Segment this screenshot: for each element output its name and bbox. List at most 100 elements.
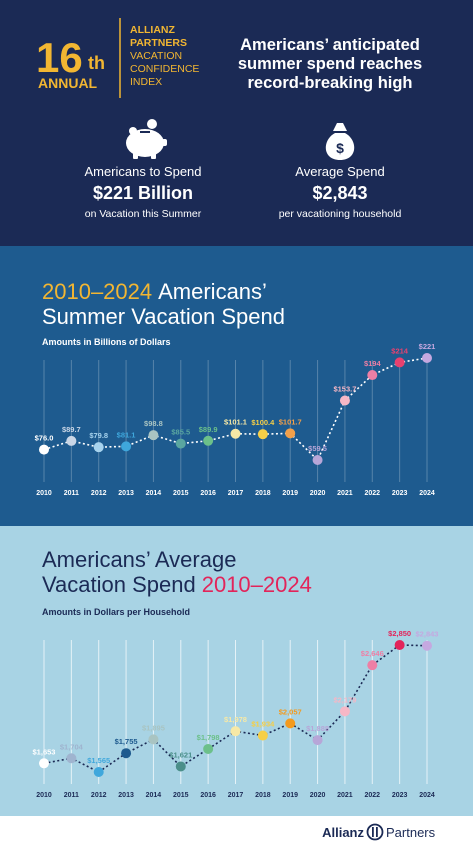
index-line: INDEX bbox=[130, 76, 162, 88]
point bbox=[66, 435, 77, 446]
annual-suffix: th bbox=[88, 53, 105, 73]
value-label: $1,978 bbox=[224, 715, 247, 724]
x-tick-label: 2010 bbox=[36, 792, 52, 799]
point bbox=[175, 438, 186, 449]
brand-line: ALLIANZ bbox=[130, 24, 175, 36]
stat-value: $221 Billion bbox=[93, 183, 193, 203]
x-tick-label: 2023 bbox=[392, 792, 408, 799]
x-tick-label: 2016 bbox=[200, 490, 216, 497]
point bbox=[339, 706, 350, 717]
value-label: $1,621 bbox=[169, 750, 192, 759]
footer-brand: Partners bbox=[386, 825, 436, 840]
x-tick-label: 2013 bbox=[118, 792, 134, 799]
chart1-bg bbox=[0, 246, 473, 526]
value-label: $81.1 bbox=[117, 430, 136, 439]
value-label: $98.8 bbox=[144, 419, 163, 428]
piggy-icon bbox=[126, 119, 167, 159]
x-tick-label: 2013 bbox=[118, 490, 134, 497]
x-tick-label: 2021 bbox=[337, 792, 353, 799]
money-bag-icon: $ bbox=[325, 123, 355, 160]
value-label: $101.1 bbox=[224, 418, 247, 427]
chart2-bg bbox=[0, 526, 473, 816]
x-tick-label: 2018 bbox=[255, 490, 271, 497]
point bbox=[93, 442, 104, 453]
value-label: $1,888 bbox=[306, 724, 329, 733]
point bbox=[93, 767, 104, 777]
value-label: $59.5 bbox=[308, 444, 327, 453]
annual-label: ANNUAL bbox=[38, 75, 98, 91]
x-tick-label: 2023 bbox=[392, 490, 408, 497]
x-tick-label: 2015 bbox=[173, 490, 189, 497]
value-label: $221 bbox=[419, 342, 436, 351]
svg-text:$: $ bbox=[336, 140, 344, 156]
point bbox=[394, 357, 405, 368]
value-label: $101.7 bbox=[279, 417, 302, 426]
chart-title: Summer Vacation Spend bbox=[42, 304, 285, 329]
x-tick-label: 2012 bbox=[91, 490, 107, 497]
value-label: $214 bbox=[391, 346, 409, 355]
point bbox=[339, 395, 350, 406]
x-tick-label: 2012 bbox=[91, 792, 107, 799]
value-label: $1,653 bbox=[33, 747, 56, 756]
x-tick-label: 2022 bbox=[364, 490, 380, 497]
stat-note: per vacationing household bbox=[279, 208, 402, 220]
point bbox=[39, 444, 49, 455]
headline: record-breaking high bbox=[247, 74, 412, 92]
point bbox=[230, 726, 241, 737]
index-line: CONFIDENCE bbox=[130, 63, 199, 75]
value-label: $2,850 bbox=[388, 629, 411, 638]
headline: Americans’ anticipated bbox=[240, 36, 420, 54]
point bbox=[312, 735, 323, 746]
point bbox=[230, 428, 241, 439]
stat-value: $2,843 bbox=[312, 183, 367, 203]
stat-note: on Vacation this Summer bbox=[85, 208, 202, 220]
point bbox=[148, 734, 159, 745]
value-label: $89.9 bbox=[199, 425, 218, 434]
point bbox=[39, 758, 49, 769]
x-tick-label: 2024 bbox=[419, 792, 435, 799]
point bbox=[203, 435, 214, 446]
x-tick-label: 2016 bbox=[200, 792, 216, 799]
chart-title: Americans’ Average bbox=[42, 547, 236, 572]
annual-number: 16 bbox=[36, 34, 83, 81]
x-tick-label: 2019 bbox=[282, 792, 298, 799]
value-label: $153.7 bbox=[333, 385, 356, 394]
point bbox=[367, 370, 378, 381]
x-tick-label: 2019 bbox=[282, 490, 298, 497]
value-label: $1,565 bbox=[87, 756, 110, 765]
x-tick-label: 2020 bbox=[310, 490, 326, 497]
footer-brand: Allianz bbox=[322, 825, 364, 840]
value-label: $89.7 bbox=[62, 425, 81, 434]
value-label: $100.4 bbox=[251, 418, 275, 427]
point bbox=[394, 640, 405, 650]
footer-bg bbox=[0, 816, 473, 850]
point bbox=[257, 730, 268, 741]
point bbox=[285, 718, 296, 729]
x-tick-label: 2022 bbox=[364, 792, 380, 799]
value-label: $1,704 bbox=[60, 742, 84, 751]
value-label: $76.0 bbox=[35, 434, 54, 443]
point bbox=[285, 428, 296, 439]
title-part: Vacation Spend bbox=[42, 572, 196, 597]
index-line: VACATION bbox=[130, 50, 182, 62]
chart-subtitle: Amounts in Billions of Dollars bbox=[42, 337, 171, 347]
point bbox=[121, 441, 132, 452]
chart-title: 2010–2024 Americans’ bbox=[42, 279, 267, 304]
value-label: $2,646 bbox=[361, 649, 384, 658]
stat-label: Average Spend bbox=[295, 164, 384, 179]
point bbox=[148, 430, 159, 441]
x-tick-label: 2014 bbox=[146, 490, 162, 497]
x-tick-label: 2017 bbox=[228, 490, 244, 497]
value-label: $194 bbox=[364, 359, 382, 368]
value-label: $2,057 bbox=[279, 707, 302, 716]
header-bg bbox=[0, 0, 473, 246]
x-tick-label: 2017 bbox=[228, 792, 244, 799]
chart-title: Vacation Spend 2010–2024 bbox=[42, 572, 312, 597]
value-label: $79.8 bbox=[89, 431, 108, 440]
point bbox=[66, 753, 77, 764]
x-tick-label: 2010 bbox=[36, 490, 52, 497]
chart-subtitle: Amounts in Dollars per Household bbox=[42, 607, 190, 617]
x-tick-label: 2015 bbox=[173, 792, 189, 799]
value-label: $1,798 bbox=[197, 733, 220, 742]
